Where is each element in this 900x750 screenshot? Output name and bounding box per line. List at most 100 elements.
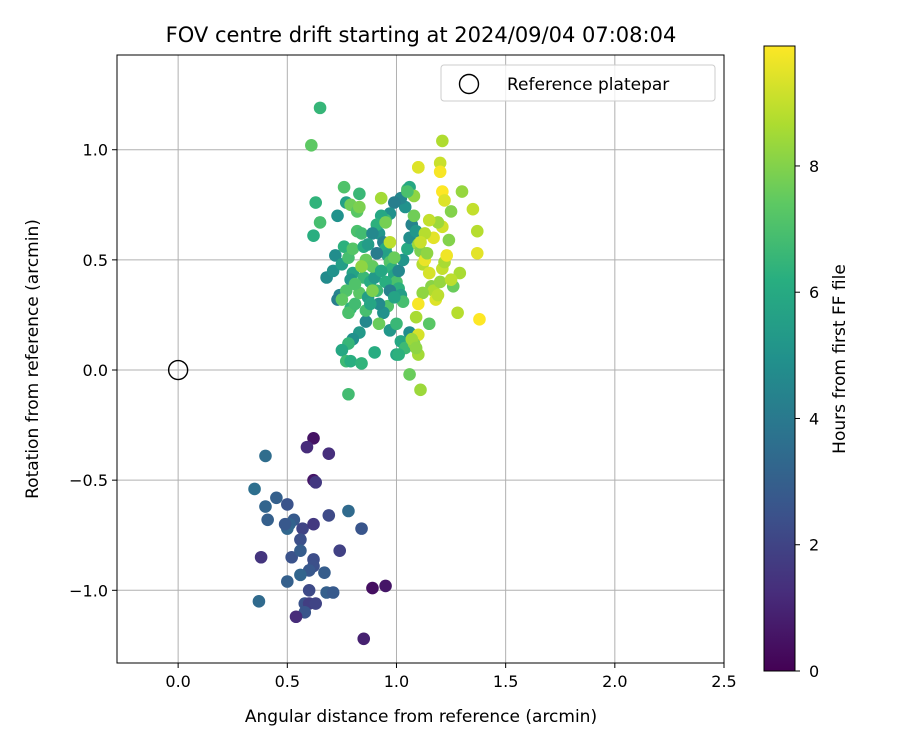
- data-point: [281, 498, 294, 511]
- data-point: [433, 165, 447, 179]
- data-point: [270, 491, 283, 505]
- data-point: [438, 194, 451, 207]
- data-point: [372, 317, 386, 331]
- data-point: [248, 482, 261, 496]
- data-point: [363, 297, 377, 311]
- colorbar-gradient: [764, 46, 795, 671]
- data-point: [379, 579, 392, 593]
- data-point: [355, 522, 368, 535]
- data-point: [346, 242, 360, 256]
- data-point: [368, 346, 381, 359]
- data-point: [353, 200, 366, 214]
- data-point: [392, 348, 405, 361]
- data-point: [337, 180, 351, 194]
- data-point: [387, 251, 401, 264]
- data-point: [318, 566, 331, 579]
- data-point: [370, 246, 384, 260]
- data-point: [348, 297, 362, 311]
- colorbar-tick-label: 2: [809, 536, 819, 555]
- x-axis-label: Angular distance from reference (arcmin): [245, 707, 597, 727]
- data-point: [422, 317, 436, 331]
- y-tick-label: 0.0: [83, 361, 108, 380]
- data-point: [342, 387, 355, 401]
- data-point: [261, 513, 274, 527]
- data-point: [387, 196, 401, 209]
- data-point: [412, 297, 425, 311]
- data-point: [344, 354, 357, 368]
- data-point: [313, 216, 327, 229]
- data-point: [278, 517, 292, 531]
- x-tick-label: 0.0: [165, 672, 190, 691]
- data-point: [374, 191, 388, 205]
- data-point: [335, 343, 349, 357]
- data-point: [335, 293, 349, 306]
- colorbar-tick-label: 4: [809, 409, 819, 428]
- legend: Reference platepar: [440, 64, 716, 102]
- data-point: [342, 306, 355, 320]
- data-point: [359, 315, 373, 328]
- data-point: [453, 266, 467, 280]
- colorbar-label: Hours from first FF file: [830, 264, 850, 454]
- data-point: [422, 213, 436, 227]
- data-point: [422, 266, 436, 280]
- data-point: [466, 202, 480, 216]
- data-point: [302, 584, 316, 597]
- data-point: [433, 275, 447, 289]
- y-axis-ticks: −1.0 −0.5 0.0 0.5 1.0: [69, 141, 117, 600]
- data-point: [322, 447, 336, 461]
- data-point: [326, 586, 340, 599]
- data-point: [353, 187, 366, 201]
- data-point: [409, 341, 423, 355]
- data-point: [294, 568, 307, 582]
- data-point: [361, 238, 375, 251]
- data-point: [444, 205, 458, 218]
- data-point: [412, 161, 425, 174]
- data-point: [372, 297, 386, 311]
- data-point: [305, 139, 318, 152]
- data-point: [313, 101, 327, 115]
- data-point: [259, 500, 272, 513]
- plot-frame: [116, 54, 725, 664]
- colorbar-tick-label: 6: [809, 283, 819, 302]
- data-point: [331, 209, 344, 223]
- data-point: [309, 196, 322, 209]
- data-point: [416, 286, 429, 300]
- x-tick-label: 1.5: [493, 672, 518, 691]
- colorbar-ticks: 0 2 4 6 8: [795, 157, 819, 681]
- data-point: [392, 264, 405, 278]
- data-point: [383, 235, 397, 249]
- data-point: [401, 185, 414, 198]
- data-point: [294, 544, 307, 557]
- data-point: [409, 310, 423, 324]
- data-point: [281, 575, 294, 588]
- x-tick-label: 2.0: [602, 672, 627, 691]
- data-point: [355, 260, 368, 273]
- data-point: [309, 476, 322, 489]
- data-point: [307, 517, 320, 531]
- data-point: [431, 288, 445, 302]
- data-points: [248, 101, 486, 646]
- x-tick-label: 1.0: [384, 672, 409, 691]
- data-point: [473, 313, 486, 326]
- data-point: [444, 273, 458, 286]
- y-tick-label: 1.0: [83, 141, 108, 160]
- y-tick-label: 0.5: [83, 251, 108, 270]
- x-tick-label: 0.5: [275, 672, 300, 691]
- data-point: [420, 246, 434, 260]
- data-point: [348, 277, 362, 291]
- y-tick-label: −1.0: [69, 581, 108, 600]
- data-point: [309, 597, 322, 610]
- legend-box: [440, 64, 716, 102]
- data-point: [285, 550, 298, 564]
- data-point: [414, 383, 427, 397]
- data-point: [366, 227, 379, 240]
- data-point: [374, 264, 388, 278]
- colorbar: 0 2 4 6 8 Hours from first FF file: [763, 45, 850, 681]
- data-point: [300, 440, 314, 454]
- data-point: [355, 227, 368, 240]
- data-point: [307, 229, 320, 242]
- data-point: [322, 509, 336, 522]
- x-tick-label: 2.5: [711, 672, 736, 691]
- data-point: [442, 233, 456, 247]
